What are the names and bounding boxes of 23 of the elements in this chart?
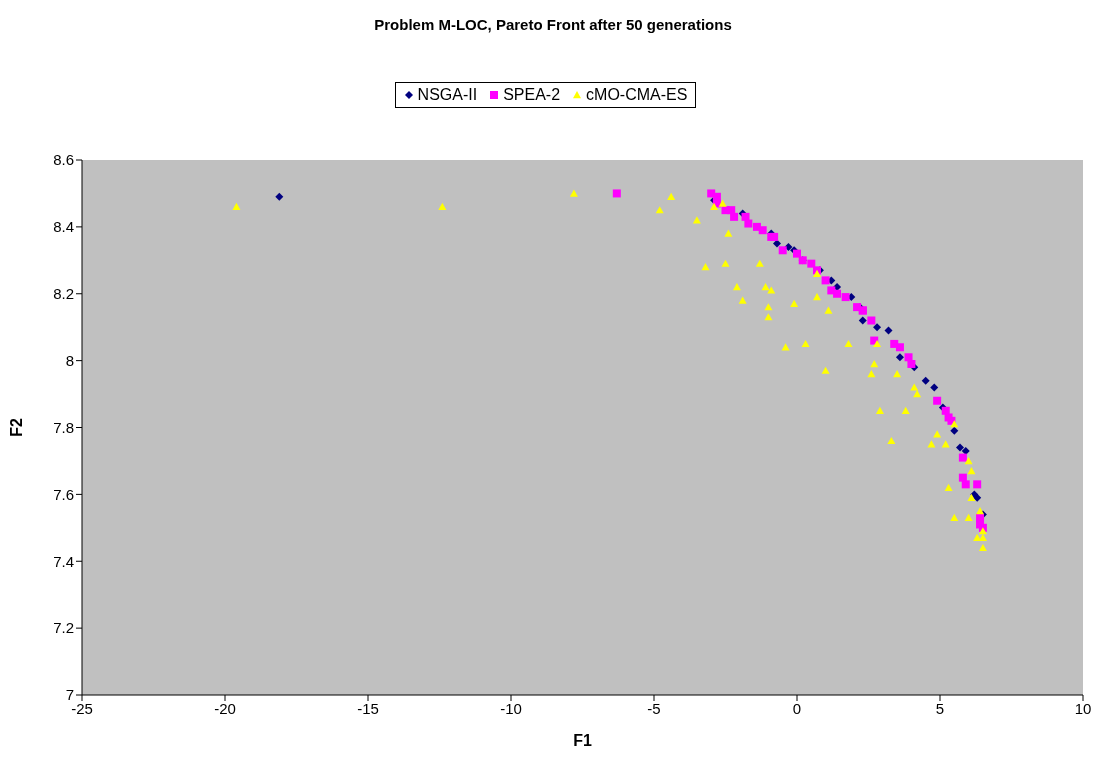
x-tick-label: 10 — [1074, 699, 1092, 717]
y-tick-label: 7.6 — [53, 485, 74, 503]
y-tick-label: 7.4 — [53, 552, 74, 570]
y-tick-label: 8.4 — [53, 218, 74, 236]
x-tick-label: -20 — [214, 699, 236, 717]
x-tick-label: -25 — [71, 699, 93, 717]
y-tick-label: 7.2 — [53, 619, 74, 637]
y-tick-label: 8.6 — [53, 151, 74, 169]
x-tick-label: -10 — [500, 699, 522, 717]
x-axis-title: F1 — [573, 732, 592, 750]
legend-label: cMO-CMA-ES — [586, 86, 688, 104]
y-tick-label: 8.2 — [53, 285, 74, 303]
legend-label: NSGA-II — [417, 86, 478, 104]
x-tick-label: 5 — [935, 699, 945, 717]
legend-label: SPEA-2 — [503, 86, 561, 104]
y-tick-label: 7 — [65, 686, 74, 704]
y-tick-label: 8 — [65, 351, 74, 369]
x-tick-label: -15 — [357, 699, 379, 717]
x-tick-label: 0 — [792, 699, 802, 717]
y-axis-title: F2 — [7, 418, 25, 437]
y-tick-label: 7.8 — [53, 418, 74, 436]
chart-title: Problem M-LOC, Pareto Front after 50 generations — [373, 16, 733, 33]
x-tick-label: -5 — [647, 699, 661, 717]
